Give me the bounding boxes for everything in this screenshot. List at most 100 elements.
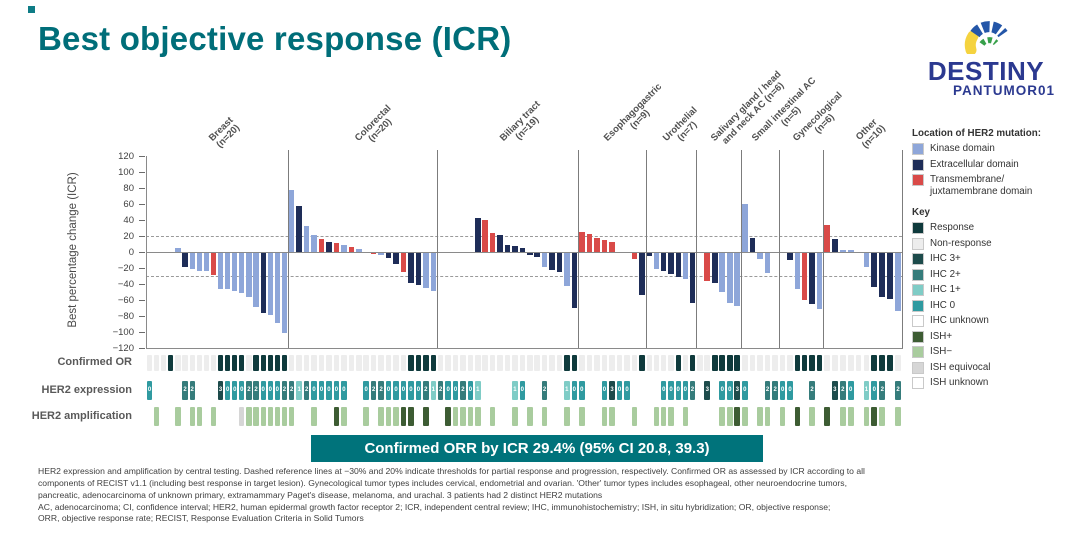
y-tick-mark bbox=[139, 172, 145, 173]
key-legend-item: Response bbox=[912, 222, 1067, 234]
footnote-line: HER2 expression and amplification by cen… bbox=[38, 466, 865, 476]
waterfall-bar bbox=[203, 253, 209, 272]
category-label: Other (n=10) bbox=[853, 116, 887, 151]
confirmed-or-cell bbox=[631, 355, 638, 371]
footnote-line: pancreatic, adenocarcinoma of unknown pr… bbox=[38, 489, 603, 500]
waterfall-bar bbox=[675, 253, 681, 277]
confirmed-or-cell bbox=[831, 355, 838, 371]
orr-banner: Confirmed ORR by ICR 29.4% (95% CI 20.8,… bbox=[311, 435, 763, 462]
her2-expression-cell: 0 bbox=[726, 381, 733, 400]
confirmed-or-cell bbox=[541, 355, 548, 371]
waterfall-bar bbox=[661, 253, 667, 272]
her2-amplification-cell bbox=[863, 407, 870, 426]
waterfall-bar bbox=[378, 253, 384, 255]
confirmed-or-cell-response bbox=[887, 355, 894, 371]
confirmed-or-cell bbox=[452, 355, 459, 371]
legend-label: IHC 2+ bbox=[930, 268, 961, 280]
her2-amplification-cell bbox=[239, 407, 245, 426]
her2-amplification-cell bbox=[196, 407, 202, 426]
her2-amplification-cell bbox=[871, 407, 878, 426]
waterfall-bar bbox=[182, 253, 188, 268]
waterfall-bar bbox=[887, 253, 894, 299]
legend-swatch bbox=[912, 346, 924, 358]
her2-amplification-cell bbox=[423, 407, 429, 426]
confirmed-or-cell bbox=[779, 355, 786, 371]
legend-label: ISH unknown bbox=[930, 377, 989, 388]
her2-amplification-cell bbox=[824, 407, 830, 426]
her2-amplification-cell bbox=[668, 407, 674, 426]
y-tick-label: −60 bbox=[117, 295, 134, 306]
her2-amplification-cell bbox=[741, 407, 748, 426]
confirmed-or-cell bbox=[787, 355, 793, 371]
waterfall-bar bbox=[578, 232, 585, 252]
her2-amplification-cell bbox=[764, 407, 771, 426]
waterfall-bar bbox=[631, 253, 638, 259]
her2-expression-cell: 2 bbox=[182, 381, 188, 400]
confirmed-or-cell bbox=[497, 355, 503, 371]
her2-amplification-cell bbox=[452, 407, 459, 426]
y-tick-label: −80 bbox=[117, 311, 134, 322]
her2-amplification-cell bbox=[809, 407, 815, 426]
her2-amplification-cell bbox=[400, 407, 407, 426]
waterfall-bar bbox=[512, 245, 518, 252]
confirmed-or-cell bbox=[189, 355, 195, 371]
her2-amplification-cell bbox=[578, 407, 585, 426]
her2-amplification-cell bbox=[210, 407, 217, 426]
confirmed-or-cell bbox=[512, 355, 518, 371]
her2-expression-cell: 2 bbox=[809, 381, 815, 400]
y-tick-mark bbox=[139, 188, 145, 189]
confirmed-or-cell-response bbox=[816, 355, 823, 371]
confirmed-or-cell bbox=[646, 355, 653, 371]
her2-expression-cell: 0 bbox=[779, 381, 786, 400]
her2-amplification-cell bbox=[757, 407, 763, 426]
footnote-line: components of RECIST v1.1 (including bes… bbox=[38, 477, 847, 488]
waterfall-bar bbox=[253, 253, 259, 308]
key-legend-item: Non-response bbox=[912, 237, 1067, 250]
y-tick-label: 0 bbox=[128, 247, 134, 258]
waterfall-bar bbox=[741, 204, 748, 252]
waterfall-bar bbox=[246, 253, 252, 297]
her2-amplification-cell bbox=[847, 407, 854, 426]
confirmed-or-cell-response bbox=[415, 355, 422, 371]
legend-label: Extracellular domain bbox=[930, 158, 1019, 170]
y-tick-mark bbox=[139, 348, 145, 349]
waterfall-bar bbox=[385, 253, 392, 258]
confirmed-or-cell bbox=[154, 355, 160, 371]
legend-label: Response bbox=[930, 222, 975, 233]
y-tick-label: −20 bbox=[117, 263, 134, 274]
waterfall-bar bbox=[646, 253, 653, 257]
confirmed-or-cell bbox=[393, 355, 399, 371]
confirmed-or-cell bbox=[363, 355, 369, 371]
y-tick-label: −40 bbox=[117, 279, 134, 290]
her2-expression-cell: 0 bbox=[578, 381, 585, 400]
confirmed-or-cell bbox=[445, 355, 451, 371]
her2-amplification-cell bbox=[779, 407, 786, 426]
her2-amplification-cell bbox=[734, 407, 741, 426]
her2-amplification-cell bbox=[839, 407, 846, 426]
her2-expression-cell: 0 bbox=[260, 381, 266, 400]
her2-expression-cell: 2 bbox=[253, 381, 259, 400]
confirmed-or-cell bbox=[824, 355, 830, 371]
confirmed-or-cell-response bbox=[232, 355, 238, 371]
waterfall-bar bbox=[847, 250, 854, 252]
waterfall-bar bbox=[794, 253, 801, 289]
confirmed-or-cell bbox=[311, 355, 317, 371]
slide-corner-marker bbox=[28, 6, 35, 13]
confirmed-or-cell bbox=[578, 355, 585, 371]
legend-swatch bbox=[912, 268, 924, 281]
waterfall-bar bbox=[816, 253, 823, 309]
footnote-line: AC, adenocarcinoma; CI, confidence inter… bbox=[38, 501, 831, 512]
study-logo: DESTINY PANTUMOR01 bbox=[911, 6, 1061, 98]
her2-amplification-cell bbox=[489, 407, 496, 426]
her2-amplification-cell bbox=[311, 407, 317, 426]
y-tick-mark bbox=[139, 156, 145, 157]
waterfall-bar bbox=[564, 253, 570, 286]
her2-amplification-cell bbox=[467, 407, 474, 426]
waterfall-bar bbox=[482, 220, 488, 252]
waterfall-bar bbox=[594, 237, 600, 252]
confirmed-or-cell bbox=[757, 355, 763, 371]
her2-expression-cell: 0 bbox=[847, 381, 854, 400]
y-tick-mark bbox=[139, 236, 145, 237]
confirmed-or-cell bbox=[594, 355, 600, 371]
confirmed-or-cell bbox=[601, 355, 608, 371]
